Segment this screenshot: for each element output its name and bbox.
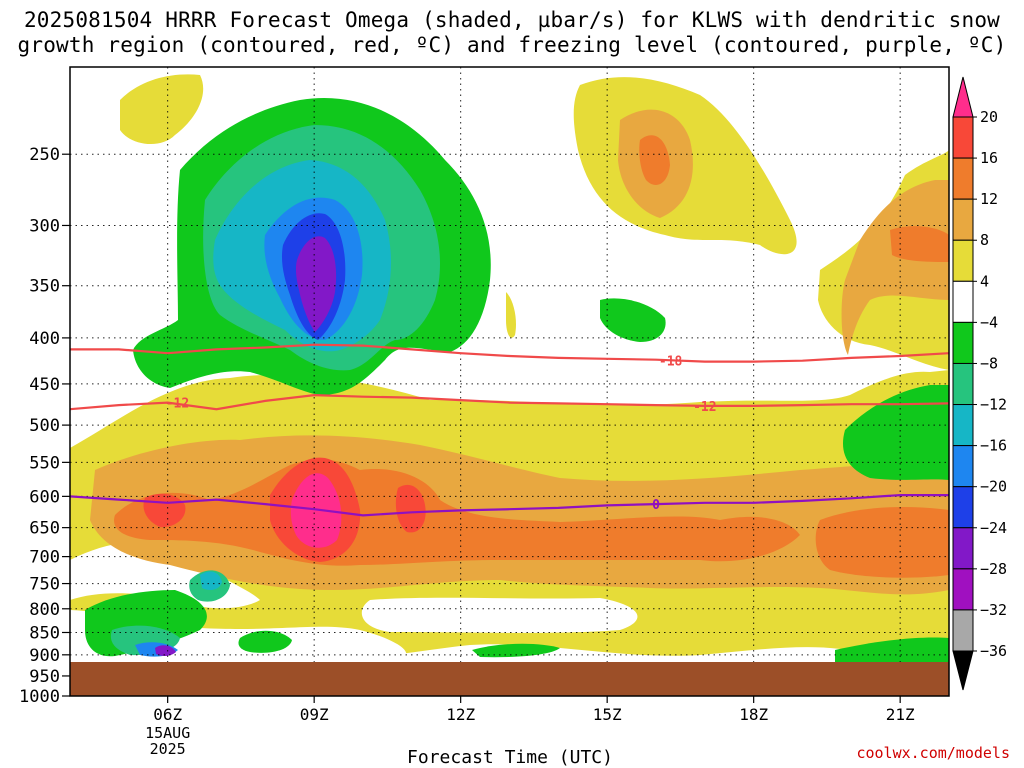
plot-frame [69,66,950,697]
colorbar-band [952,157,974,200]
x-tick-label: 15Z [593,705,622,724]
chart-title-line-1: 2025081504 HRRR Forecast Omega (shaded, … [23,8,1001,32]
y-tick-label: 350 [29,277,60,297]
colorbar-label: 20 [980,108,998,126]
omega-region-neg4-neg8 [835,637,949,662]
omega-region-16-20 [395,484,426,533]
colorbar-top-arrow [952,76,974,118]
grid-lines [70,67,949,696]
credit-link[interactable]: coolwx.com/models [856,744,1010,762]
y-tick-label: 550 [29,453,60,473]
x-axis-label: Forecast Time (UTC) [407,747,613,768]
omega-region-neg4-neg8 [600,298,666,342]
x-tick-label: 21Z [886,705,915,724]
colorbar-band [952,116,974,159]
colorbar-bottom-arrow [952,650,974,691]
x-tick-label: 06Z [153,705,182,724]
colorbar-band [952,568,974,611]
y-tick-label: 1000 [19,687,60,707]
colorbar-label: −20 [980,478,1007,496]
x-tick-label: 12Z [446,705,475,724]
y-tick-label: 300 [29,216,60,236]
contour-line [70,343,949,363]
y-tick-label: 600 [29,487,60,507]
colorbar-band [952,321,974,364]
y-tick-label: 500 [29,416,60,436]
omega-region-neg4-neg8 [238,630,292,653]
y-tick-label: 850 [29,623,60,643]
colorbar-label: −24 [980,519,1007,537]
contour-line [70,494,949,517]
omega-region-4-8 [120,74,204,145]
colorbar-label: −16 [980,437,1007,455]
colorbar-label: −32 [980,601,1007,619]
omega-region-neutral [361,597,638,633]
omega-region-neg24-neg28 [155,645,176,657]
contour-line [70,393,949,411]
colorbar-band [952,486,974,529]
colorbar-band [952,198,974,241]
y-axis: 250 300 350 400 450 500 550 600 650 700 750 800 850 9… [19,145,70,707]
colorbar-label: −4 [980,313,998,331]
colorbar-band [952,527,974,570]
omega-region-neg12-neg16 [200,571,222,590]
y-tick-label: 650 [29,519,60,539]
colorbar-label: 16 [980,149,998,167]
colorbar-band [952,445,974,488]
x-tick-sublabel: 2025 [150,740,186,758]
x-tick-label: 18Z [739,705,768,724]
chart-title-line-2: growth region (contoured, red, ºC) and f… [17,33,1007,57]
colorbar-label: 4 [980,272,989,290]
y-tick-label: 700 [29,548,60,568]
contour-label: -12 [166,397,189,412]
y-tick-label: 250 [29,145,60,165]
colorbar-label: 8 [980,231,989,249]
y-tick-label: 750 [29,575,60,595]
colorbar-band [952,239,974,282]
contour-label: -12 [693,400,716,415]
omega-region-neg24-neg28 [295,236,337,332]
x-tick-label: 09Z [300,705,329,724]
colorbar-label: −36 [980,642,1007,660]
y-tick-label: 800 [29,600,60,620]
y-tick-label: 450 [29,375,60,395]
omega-region-12-16 [890,226,949,262]
omega-region-neg4-neg8 [842,385,949,480]
omega-region-4-8 [506,292,516,338]
contour-label: 0 [652,498,660,513]
colorbar-band [952,404,974,447]
omega-region-12-16 [815,507,949,578]
omega-shaded-field [70,74,949,663]
omega-region-neg4-neg8 [472,643,560,658]
colorbar-band [952,280,974,323]
colorbar-label: −12 [980,396,1007,414]
colorbar: 20 16 12 8 4 −4 −8 −12 −16 −20 −24 −28 −32 −36 [952,76,1007,691]
colorbar-band [952,609,974,652]
colorbar-label: −28 [980,560,1007,578]
y-tick-label: 900 [29,646,60,666]
colorbar-label: −8 [980,354,998,372]
y-tick-label: 950 [29,667,60,687]
x-tick-sublabel: 15AUG [145,724,190,742]
contour-label: -18 [659,354,683,369]
colorbar-band [952,362,974,406]
y-tick-label: 400 [29,329,60,349]
colorbar-label: 12 [980,190,998,208]
temperature-contours: -18 -12 -12 0 [70,343,949,517]
omega-region-12-16 [639,135,670,185]
omega-region-8-12 [841,180,949,355]
ground-fill [70,662,949,696]
